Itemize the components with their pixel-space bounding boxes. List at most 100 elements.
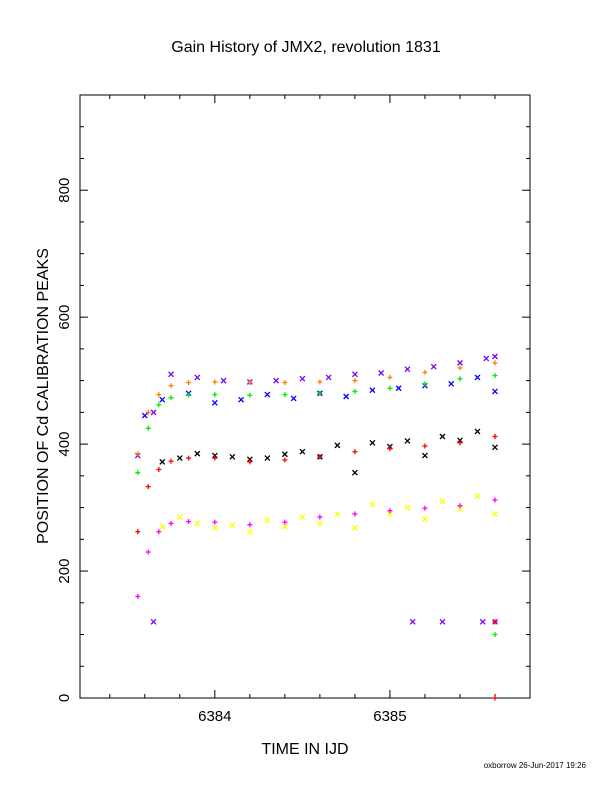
data-point bbox=[457, 505, 463, 512]
data-point bbox=[387, 508, 393, 514]
data-point bbox=[150, 409, 157, 416]
data-point bbox=[247, 522, 253, 528]
data-point bbox=[135, 529, 141, 535]
data-point bbox=[492, 360, 498, 366]
data-point bbox=[492, 632, 498, 638]
data-point bbox=[479, 618, 486, 625]
data-point bbox=[212, 519, 218, 525]
data-point bbox=[145, 549, 151, 555]
data-point bbox=[492, 444, 498, 451]
data-point bbox=[422, 443, 428, 449]
data-point bbox=[186, 455, 192, 461]
data-point bbox=[247, 392, 253, 398]
data-point bbox=[317, 379, 323, 385]
data-point bbox=[387, 374, 393, 380]
data-point bbox=[212, 455, 218, 461]
data-point bbox=[409, 618, 416, 625]
data-point bbox=[229, 522, 236, 529]
data-point bbox=[457, 437, 463, 444]
data-point bbox=[404, 504, 411, 511]
data-point bbox=[369, 501, 376, 508]
data-point bbox=[150, 618, 157, 625]
y-tick-label: 400 bbox=[56, 432, 73, 457]
data-point bbox=[290, 395, 297, 402]
data-point bbox=[145, 409, 151, 415]
data-point bbox=[156, 529, 162, 535]
data-point bbox=[439, 618, 446, 625]
data-point bbox=[135, 593, 141, 599]
x-tick-label: 6384 bbox=[198, 708, 231, 725]
data-point bbox=[246, 456, 253, 463]
data-point bbox=[492, 619, 498, 625]
tick-labels: 0 200 400 600 800 6384 6385 bbox=[56, 178, 407, 725]
data-point bbox=[492, 510, 498, 517]
data-point bbox=[387, 446, 393, 452]
data-point bbox=[220, 377, 227, 384]
data-point bbox=[186, 392, 192, 398]
data-point bbox=[457, 376, 463, 382]
data-point bbox=[145, 425, 151, 431]
data-point bbox=[168, 371, 175, 378]
data-point bbox=[156, 402, 162, 408]
data-point bbox=[282, 380, 288, 386]
data-point bbox=[229, 453, 236, 460]
footer-credit: oxborrow 26-Jun-2017 19:26 bbox=[484, 761, 587, 770]
data-point bbox=[317, 454, 323, 460]
data-point bbox=[317, 514, 323, 520]
data-point bbox=[264, 455, 271, 462]
data-point bbox=[404, 437, 411, 444]
data-point bbox=[282, 392, 288, 398]
data-point bbox=[281, 523, 288, 530]
data-point bbox=[457, 440, 463, 446]
plot-frame bbox=[79, 94, 531, 699]
data-point bbox=[186, 380, 192, 386]
data-point bbox=[281, 451, 288, 458]
data-point bbox=[168, 395, 174, 401]
data-point bbox=[282, 519, 288, 525]
data-point bbox=[483, 355, 490, 362]
data-point bbox=[492, 497, 498, 503]
data-point bbox=[369, 439, 376, 446]
data-point bbox=[492, 695, 498, 701]
data-point bbox=[369, 387, 376, 394]
data-point bbox=[317, 390, 323, 396]
data-point bbox=[492, 433, 498, 439]
data-point bbox=[264, 517, 271, 524]
data-point bbox=[474, 374, 481, 381]
data-points bbox=[134, 353, 498, 701]
data-point bbox=[492, 353, 498, 360]
data-point bbox=[492, 373, 498, 379]
data-point bbox=[325, 374, 332, 381]
data-point bbox=[211, 524, 218, 531]
data-point bbox=[159, 396, 166, 403]
data-point bbox=[316, 520, 323, 527]
y-tick-label: 800 bbox=[56, 178, 73, 203]
data-point bbox=[264, 391, 271, 398]
data-point bbox=[474, 428, 481, 435]
data-point bbox=[422, 505, 428, 511]
data-point bbox=[186, 519, 192, 525]
y-axis-label: POSITION OF Cd CALIBRATION PEAKS bbox=[35, 248, 52, 544]
data-point bbox=[145, 484, 151, 490]
data-point bbox=[378, 370, 385, 376]
data-point bbox=[351, 524, 358, 531]
axis-ticks bbox=[80, 94, 531, 699]
data-point bbox=[282, 457, 288, 463]
data-point bbox=[334, 442, 341, 449]
data-point bbox=[448, 380, 455, 387]
x-tick-label: 6385 bbox=[373, 708, 406, 725]
data-point bbox=[474, 493, 481, 500]
data-point bbox=[135, 470, 141, 476]
data-point bbox=[299, 448, 306, 455]
data-point bbox=[404, 366, 411, 373]
data-point bbox=[387, 385, 393, 391]
data-point bbox=[168, 383, 174, 389]
data-point bbox=[352, 449, 358, 455]
data-point bbox=[159, 458, 166, 465]
data-point bbox=[156, 392, 162, 398]
data-point bbox=[457, 365, 463, 371]
chart-title: Gain History of JMX2, revolution 1831 bbox=[171, 39, 441, 56]
data-point bbox=[334, 510, 341, 517]
data-point bbox=[212, 392, 218, 398]
data-point bbox=[273, 377, 280, 384]
